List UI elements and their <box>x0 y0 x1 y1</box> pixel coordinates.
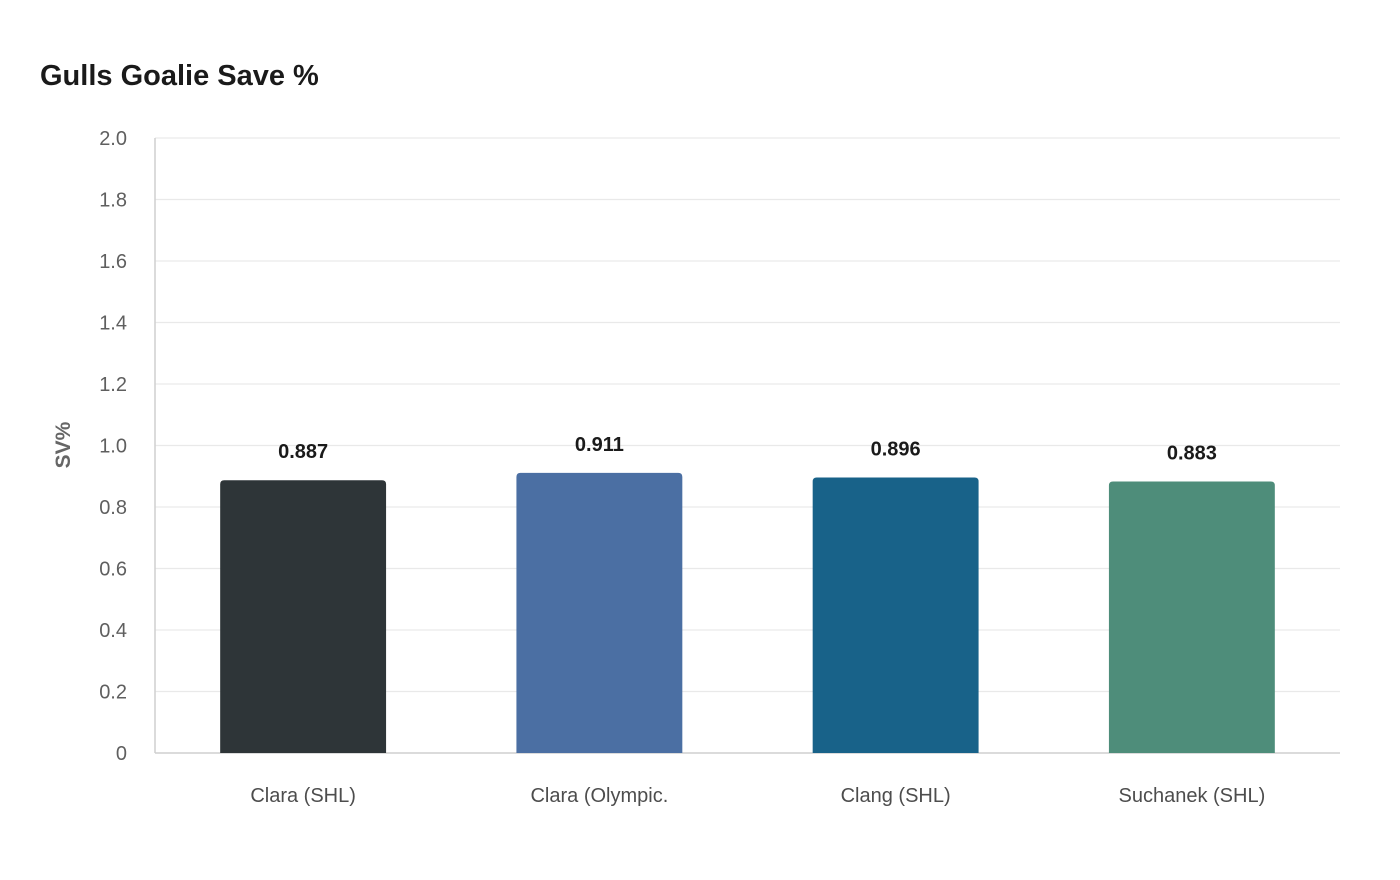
y-tick-label: 1.6 <box>99 251 127 273</box>
y-tick-label: 0.4 <box>99 620 127 642</box>
x-tick-label-2: Clara (Olympic. <box>530 785 668 807</box>
y-tick-label: 1.4 <box>99 313 127 335</box>
bar-4 <box>1108 481 1275 753</box>
y-tick-label: 2.0 <box>99 128 127 150</box>
data-label-2: 0.911 <box>575 434 624 456</box>
data-label-4: 0.883 <box>1167 442 1217 464</box>
y-tick-label: 1.2 <box>99 374 127 396</box>
data-label-3: 0.896 <box>871 438 921 460</box>
y-tick-label: 1.0 <box>99 436 127 458</box>
bars <box>220 472 1275 753</box>
y-tick-label: 0 <box>116 743 127 765</box>
y-tick-label: 0.8 <box>99 497 127 519</box>
y-tick-label: 1.8 <box>99 190 127 212</box>
x-tick-label-3: Clang (SHL) <box>841 785 951 807</box>
y-axis-title: SV% <box>52 421 75 468</box>
chart-title: Gulls Goalie Save % <box>40 60 319 92</box>
bar-2 <box>516 472 683 753</box>
y-tick-label: 0.2 <box>99 682 127 704</box>
x-tick-label-4: Suchanek (SHL) <box>1119 785 1266 807</box>
data-labels: 0.887 0.911 0.896 0.883 <box>278 434 1217 465</box>
y-tick-labels: 0 0.2 0.4 0.6 0.8 1.0 1.2 1.4 1.6 1.8 2.0 <box>99 128 127 765</box>
x-tick-label-1: Clara (SHL) <box>250 785 356 807</box>
bar-3 <box>812 477 979 753</box>
x-tick-labels: Clara (SHL) Clara (Olympic. Clang (SHL) Suc… <box>250 785 1265 807</box>
data-label-1: 0.887 <box>278 441 328 463</box>
bar-1 <box>220 480 387 753</box>
y-tick-label: 0.6 <box>99 559 127 581</box>
